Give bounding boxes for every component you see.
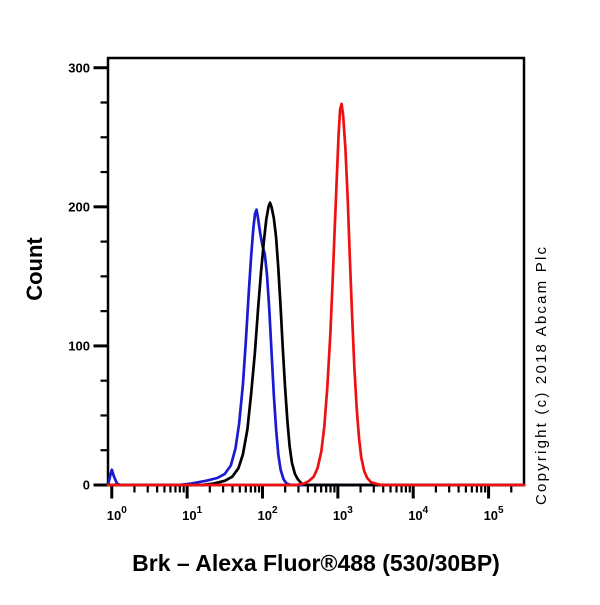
chart-title: Brk – Alexa Fluor®488 (530/30BP) [132,550,500,576]
x-tick-label: 102 [257,505,277,523]
plot-frame [106,56,526,487]
histogram-curves [106,102,526,487]
curve-blue-curve [106,208,526,487]
x-tick-label: 103 [333,505,353,523]
x-tick-label: 104 [408,505,428,523]
x-tick-label: 100 [107,505,127,523]
y-axis-ticks [93,66,108,487]
y-tick-labels: 0 100 200 300 [68,60,90,492]
copyright-notice: Copyright (c) 2018 Abcam Plc [533,247,550,506]
y-tick-label: 300 [68,60,90,75]
x-tick-label: 105 [484,505,504,523]
x-tick-label: 101 [182,505,202,523]
x-axis-ticks [110,486,513,499]
y-tick-label: 100 [68,339,90,354]
curve-black-curve [106,201,526,487]
x-tick-labels: 100 101 102 103 104 105 [107,505,504,523]
y-tick-label: 0 [83,478,90,493]
y-axis-title: Count [22,237,47,301]
y-tick-label: 200 [68,200,90,215]
curve-red-curve [106,102,526,487]
